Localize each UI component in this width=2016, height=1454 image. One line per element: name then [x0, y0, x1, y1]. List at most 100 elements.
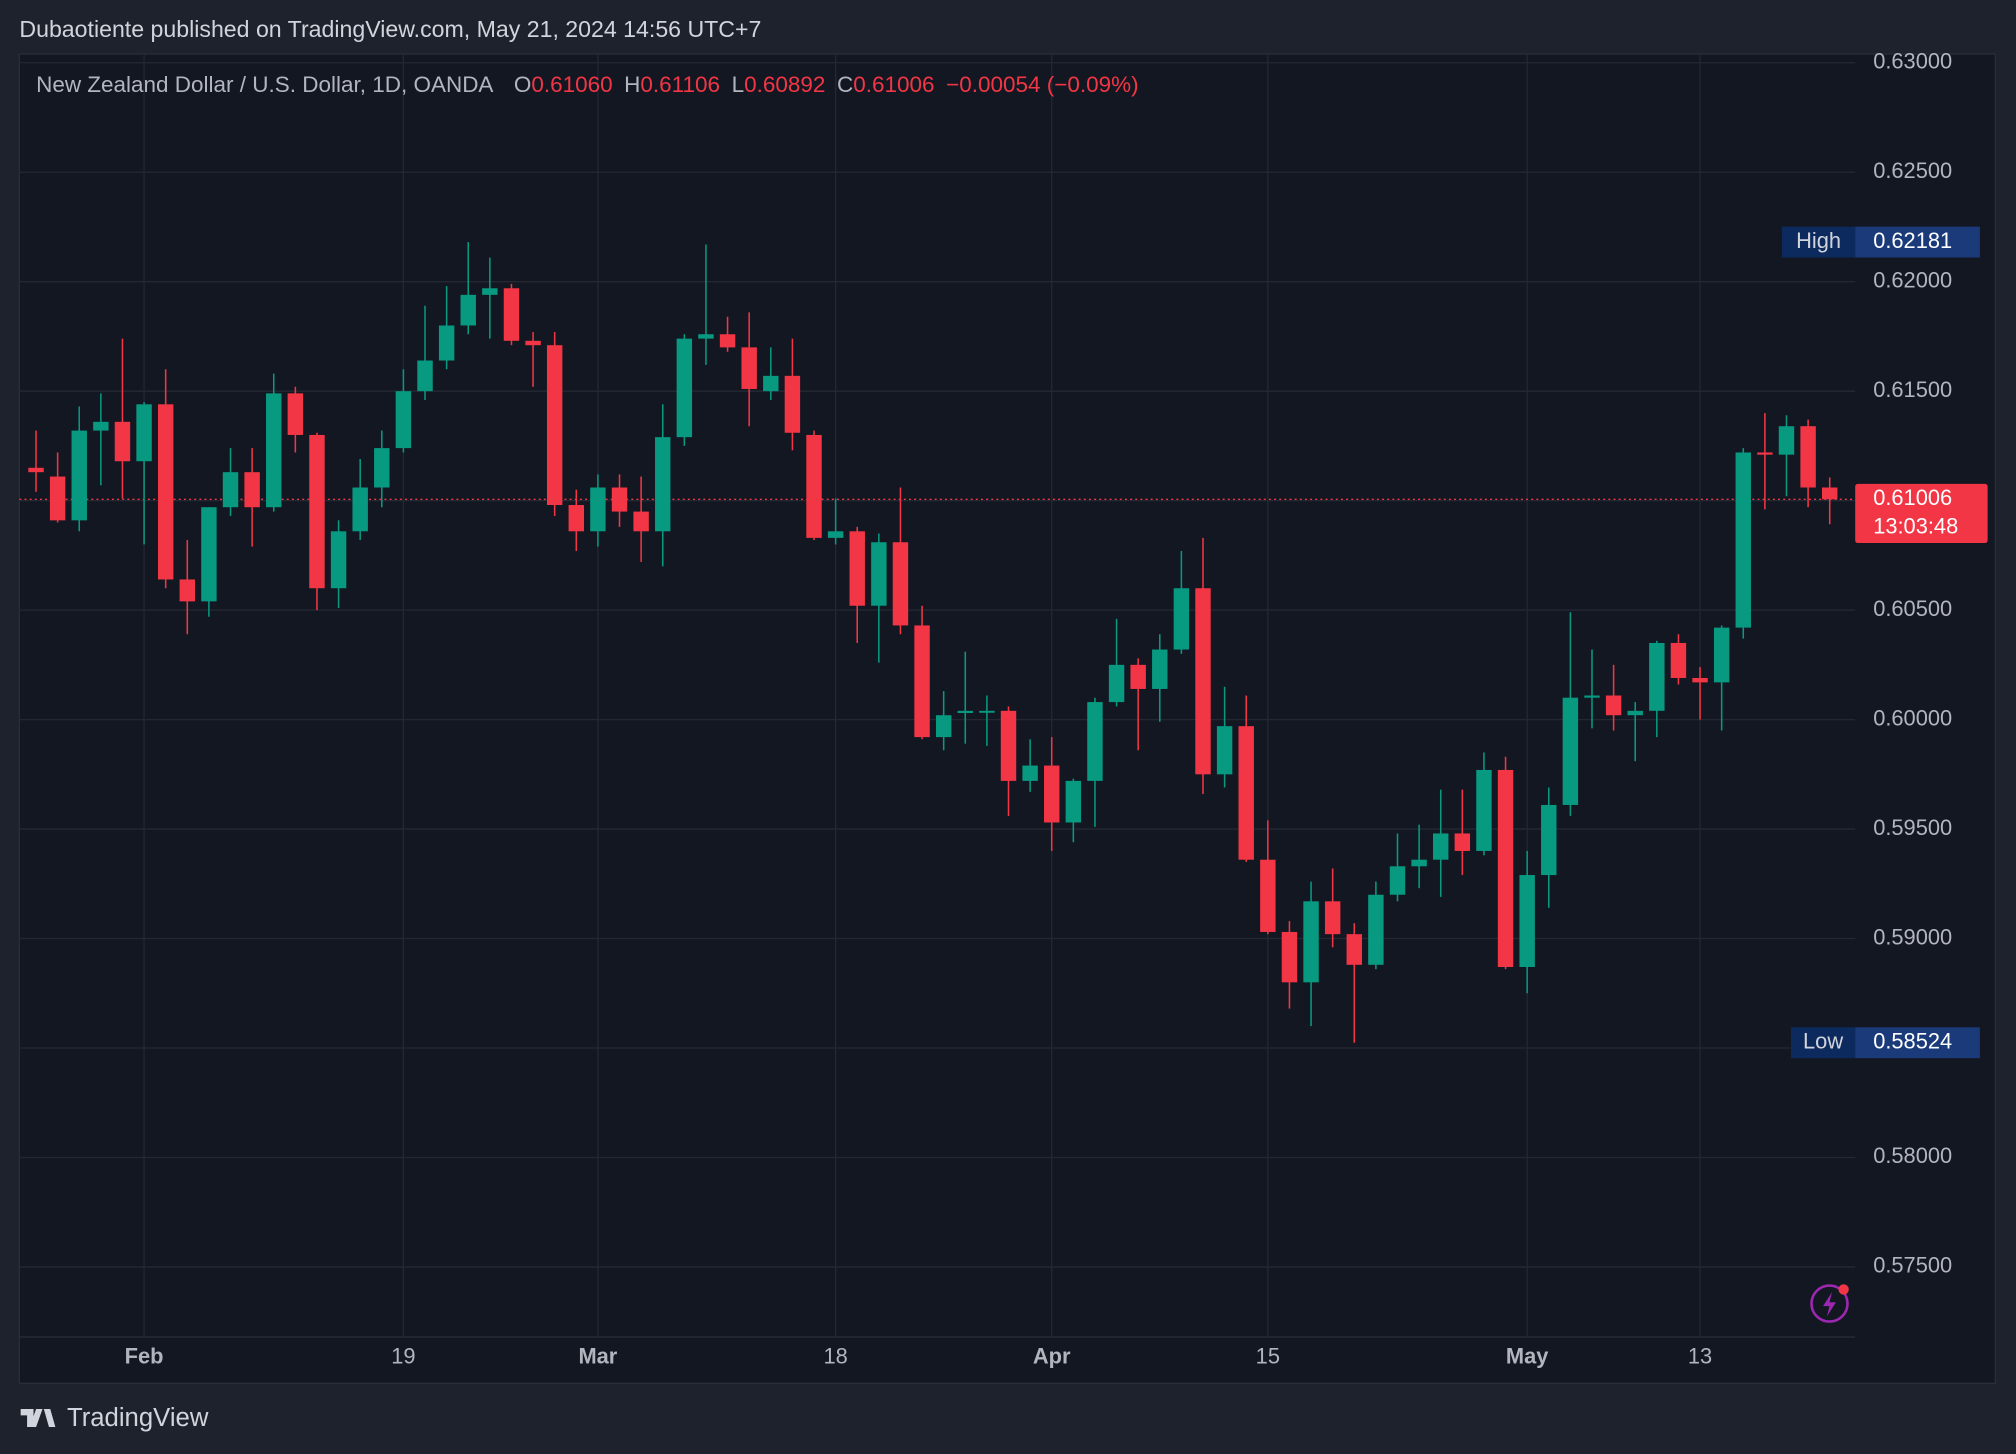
publisher: Dubaotiente published on TradingView.com…: [19, 16, 761, 42]
candle-body: [201, 507, 217, 602]
candle-body: [611, 487, 628, 512]
candle-body: [633, 511, 649, 532]
y-tick-label: 0.60500: [1873, 596, 1952, 621]
x-tick-label: 13: [1688, 1343, 1712, 1368]
candle-body: [892, 542, 909, 626]
y-tick-label: 0.59000: [1873, 924, 1952, 949]
candle-body: [1800, 426, 1816, 488]
x-tick-label: 18: [823, 1343, 847, 1368]
lightning-icon: [1810, 1284, 1849, 1323]
candle-body: [1541, 804, 1557, 876]
candle-body: [330, 531, 347, 589]
candle-body: [136, 404, 152, 462]
candle-body: [1476, 769, 1492, 851]
legend-value: 0.60892: [744, 72, 825, 97]
candle-body: [438, 325, 455, 361]
candle-body: [741, 347, 757, 389]
y-tick-label: 0.63000: [1873, 49, 1952, 74]
candle-body: [871, 542, 887, 606]
countdown: 13:03:48: [1873, 513, 1958, 538]
candle-body: [287, 393, 304, 435]
candle-body: [1108, 664, 1125, 703]
candle-body: [1562, 697, 1579, 805]
candle-body: [806, 434, 822, 538]
legend-label: C: [837, 72, 853, 97]
y-tick-label: 0.60000: [1873, 705, 1952, 730]
x-tick-label: Apr: [1033, 1343, 1071, 1368]
candle-body: [395, 391, 412, 449]
y-tick-label: 0.57500: [1873, 1253, 1952, 1278]
y-tick-label: 0.62000: [1873, 267, 1952, 292]
candle-body: [482, 288, 498, 295]
candle-body: [1022, 765, 1038, 781]
logo-icon: [20, 1409, 56, 1428]
candle-body: [1238, 726, 1254, 860]
candle-body: [244, 472, 260, 508]
legend-label: H: [624, 72, 640, 97]
candle-body: [935, 715, 952, 738]
candle-body: [1584, 695, 1600, 698]
plot: 0.575000.580000.585000.590000.595000.600…: [19, 49, 1952, 1368]
candle-body: [827, 531, 844, 538]
candle-body: [1389, 866, 1406, 895]
candle-body: [1000, 710, 1017, 781]
candle-body: [590, 487, 606, 532]
icon-circle: [1810, 1284, 1849, 1323]
x-tick-label: May: [1506, 1343, 1549, 1368]
last-price-value: 0.61006: [1873, 485, 1952, 510]
candle-body: [1605, 695, 1622, 716]
candle-body: [1670, 642, 1687, 678]
candle-body: [763, 375, 779, 392]
candle-body: [222, 472, 239, 508]
high_marker-value-bg: [1855, 226, 1980, 258]
x-tick-label: Mar: [578, 1343, 617, 1368]
icon-dot: [1838, 1284, 1849, 1295]
candle-body: [1173, 588, 1190, 650]
candle-body: [525, 340, 541, 346]
icon-bolt: [1823, 1292, 1836, 1317]
candle-body: [28, 467, 44, 473]
candle-body: [1454, 833, 1471, 851]
candle-body: [1130, 664, 1146, 689]
legend-label: L: [732, 72, 745, 97]
candle-body: [417, 360, 433, 392]
legend-value: 0.61006: [853, 72, 934, 97]
y-tick-label: 0.61500: [1873, 377, 1952, 402]
brand: TradingView: [67, 1404, 209, 1432]
y-tick-label: 0.62500: [1873, 158, 1952, 183]
candle-body: [719, 334, 736, 348]
legend-symbol: New Zealand Dollar / U.S. Dollar, 1D, OA…: [36, 72, 493, 97]
candle-body: [914, 625, 930, 738]
candle-body: [352, 487, 368, 532]
candle-body: [1713, 627, 1730, 683]
candle-body: [157, 404, 174, 580]
candle-body: [460, 294, 476, 326]
x-tick-label: 15: [1256, 1343, 1280, 1368]
candle-body: [1433, 833, 1449, 860]
candle-body: [374, 448, 390, 488]
candle-body: [849, 531, 865, 606]
candle-body: [1757, 452, 1773, 455]
candle-body: [568, 505, 585, 532]
candle-body: [1411, 859, 1427, 867]
legend-label: O: [514, 72, 532, 97]
candle-body: [655, 437, 671, 532]
candle-body: [1260, 859, 1276, 932]
candle-body: [309, 434, 325, 589]
low_marker-value-bg: [1855, 1027, 1980, 1059]
logo: TradingView: [20, 1404, 209, 1432]
candle-body: [1216, 726, 1233, 775]
legend: New Zealand Dollar / U.S. Dollar, 1D, OA…: [36, 72, 1139, 97]
low_marker-value: 0.58524: [1873, 1029, 1952, 1054]
candle-body: [1324, 901, 1341, 935]
candle-body: [49, 476, 66, 521]
candle-body: [1281, 931, 1298, 983]
candle-body: [957, 710, 973, 714]
low_marker-label-bg: [1790, 1027, 1856, 1059]
candle-body: [1346, 934, 1362, 965]
candle-body: [179, 579, 196, 602]
x-tick-label: 19: [391, 1343, 415, 1368]
candle-body: [1152, 649, 1168, 689]
